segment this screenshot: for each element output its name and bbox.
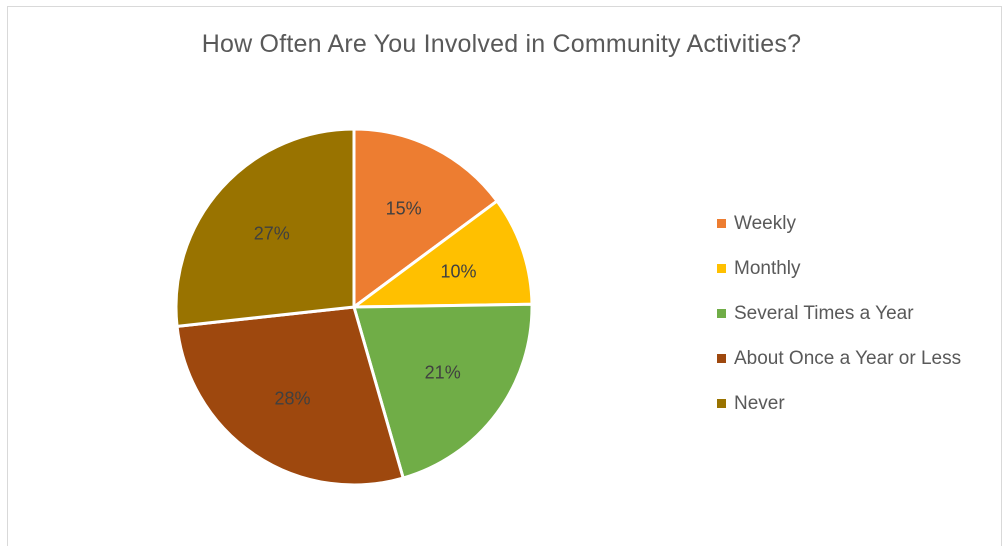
legend-label: Several Times a Year	[734, 302, 914, 324]
pie-data-labels: 15% 10% 21% 28% 27%	[254, 198, 477, 408]
legend-swatch	[717, 354, 726, 363]
data-label-about-once-a-year-or-less: 28%	[274, 389, 310, 409]
pie-slice-about-once-a-year-or-less	[175, 305, 405, 487]
pie-slice-never	[174, 127, 356, 328]
legend-swatch	[717, 309, 726, 318]
legend-item-never: Never	[717, 381, 961, 426]
pie-slice-weekly	[352, 127, 499, 309]
legend-swatch	[717, 399, 726, 408]
legend-item-about-once-a-year-or-less: About Once a Year or Less	[717, 336, 961, 381]
chart-title: How Often Are You Involved in Community …	[201, 30, 802, 58]
legend-label: Weekly	[734, 212, 796, 234]
legend-item-weekly: Weekly	[717, 201, 961, 246]
legend-item-monthly: Monthly	[717, 246, 961, 291]
pie-slice-several-times-a-year	[352, 302, 534, 480]
legend-label: Monthly	[734, 257, 801, 279]
legend-label: About Once a Year or Less	[734, 347, 962, 369]
data-label-never: 27%	[254, 223, 290, 243]
pie-slices	[174, 127, 534, 487]
chart-legend: Weekly Monthly Several Times a Year About O…	[717, 201, 961, 426]
legend-label: Never	[734, 392, 785, 414]
data-label-several-times-a-year: 21%	[425, 363, 461, 383]
pie-slice-monthly	[352, 199, 534, 309]
data-label-weekly: 15%	[386, 198, 422, 218]
legend-swatch	[717, 264, 726, 273]
data-label-monthly: 10%	[440, 262, 476, 282]
legend-swatch	[717, 219, 726, 228]
legend-item-several-times-a-year: Several Times a Year	[717, 291, 961, 336]
